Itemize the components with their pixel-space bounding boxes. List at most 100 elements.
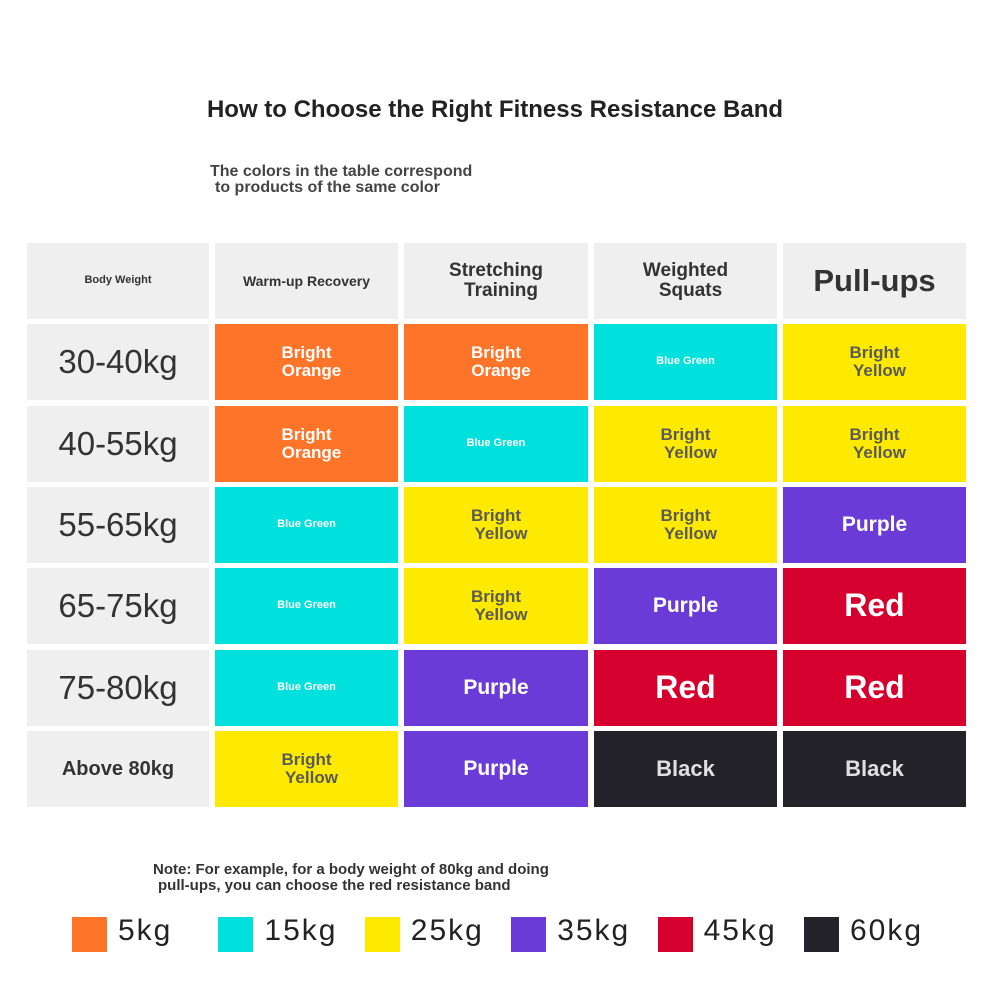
band-cell: Purple <box>783 487 966 563</box>
note-line: Note: For example, for a body weight of … <box>153 861 549 878</box>
band-text: Yellow <box>474 524 528 543</box>
header-cell: Weighted Squats <box>594 243 777 319</box>
band-text: Orange <box>281 361 342 380</box>
band-cell: Blue Green <box>215 650 398 726</box>
weight-cell: 75-80kg <box>27 650 209 726</box>
header-text: Squats <box>658 280 723 301</box>
band-text: Bright <box>281 343 332 363</box>
header-cell: Body Weight <box>27 243 209 319</box>
band-cell: Bright Yellow <box>594 487 777 563</box>
title: How to Choose the Right Fitness Resistan… <box>206 96 784 123</box>
band-cell: Blue Green <box>215 568 398 644</box>
legend-swatch <box>72 917 107 952</box>
weight-text: Above 80kg <box>61 757 175 780</box>
weight-cell: 40-55kg <box>27 406 209 482</box>
band-text: Bright <box>281 425 332 445</box>
header-cell: Pull-ups <box>783 243 966 319</box>
band-cell: Bright Yellow <box>783 324 966 400</box>
header-text: Weighted <box>642 260 729 282</box>
band-text: Purple <box>463 756 529 780</box>
legend-label: 35kg <box>557 914 631 947</box>
band-text: Yellow <box>285 768 338 787</box>
band-text: Orange <box>471 361 531 380</box>
band-text: Red <box>655 669 716 706</box>
weight-text: 55-65kg <box>58 505 178 543</box>
band-cell: Bright Orange <box>404 324 588 400</box>
band-cell: Black <box>783 731 966 807</box>
header-text: Pull-ups <box>813 262 936 298</box>
band-text: Yellow <box>853 443 906 462</box>
band-cell: Purple <box>404 731 588 807</box>
band-text: Purple <box>652 593 719 617</box>
legend-label: 15kg <box>264 914 338 947</box>
legend-label: 5kg <box>118 914 173 947</box>
legend-label: 45kg <box>703 914 777 947</box>
band-text: Bright <box>849 343 900 363</box>
subtitle-line: The colors in the table correspond <box>210 163 473 180</box>
weight-text: 30-40kg <box>58 342 178 380</box>
legend-label: 25kg <box>410 914 484 947</box>
band-cell: Black <box>594 731 777 807</box>
band-text: Yellow <box>474 605 528 624</box>
band-cell: Red <box>594 650 777 726</box>
band-cell: Bright Yellow <box>215 731 398 807</box>
legend-swatch <box>218 917 254 952</box>
band-text: Orange <box>281 443 342 462</box>
band-text: Purple <box>841 512 908 536</box>
note: Note: For example, for a body weight of … <box>153 862 549 894</box>
band-cell: Blue Green <box>404 406 588 482</box>
band-cell: Blue Green <box>594 324 777 400</box>
header-text: Body Weight <box>84 274 152 287</box>
band-cell: Bright Yellow <box>404 568 588 644</box>
band-text: Bright <box>849 425 900 445</box>
band-text: Bright <box>470 343 522 363</box>
header-cell: Stretching Training <box>404 243 588 319</box>
header-text: Training <box>464 280 538 301</box>
band-cell: Purple <box>404 650 588 726</box>
band-text: Black <box>845 756 904 782</box>
band-text: Red <box>844 587 905 624</box>
band-cell: Bright Yellow <box>594 406 777 482</box>
weight-text: 65-75kg <box>58 586 178 624</box>
header-text: Warm-up Recovery <box>242 272 371 289</box>
note-line: pull-ups, you can choose the red resista… <box>158 877 511 894</box>
band-text: Yellow <box>664 443 717 462</box>
band-text: Bright <box>281 750 332 770</box>
weight-text: 75-80kg <box>58 668 178 706</box>
band-text: Blue Green <box>277 599 336 612</box>
band-cell: Blue Green <box>215 487 398 563</box>
weight-text: 40-55kg <box>58 424 178 462</box>
subtitle-line: to products of the same color <box>215 179 440 196</box>
header-text: Stretching <box>449 260 543 282</box>
band-cell: Bright Orange <box>215 406 398 482</box>
weight-cell: Above 80kg <box>27 731 209 807</box>
header-cell: Warm-up Recovery <box>215 243 398 319</box>
weight-cell: 30-40kg <box>27 324 209 400</box>
band-cell: Bright Yellow <box>783 406 966 482</box>
band-cell: Bright Yellow <box>404 487 588 563</box>
band-text: Black <box>656 756 715 782</box>
band-cell: Red <box>783 650 966 726</box>
band-text: Bright <box>660 425 711 445</box>
band-cell: Red <box>783 568 966 644</box>
band-text: Yellow <box>664 524 717 543</box>
band-text: Blue Green <box>466 437 526 450</box>
legend-swatch <box>511 917 547 952</box>
subtitle: The colors in the table correspond to pr… <box>210 164 472 196</box>
band-cell: Purple <box>594 568 777 644</box>
weight-cell: 65-75kg <box>27 568 209 644</box>
band-text: Bright <box>470 506 522 526</box>
band-text: Purple <box>463 675 529 699</box>
band-text: Bright <box>660 506 711 526</box>
band-text: Red <box>844 669 905 706</box>
band-text: Yellow <box>853 361 906 380</box>
weight-cell: 55-65kg <box>27 487 209 563</box>
legend-label: 60kg <box>850 914 924 947</box>
band-cell: Bright Orange <box>215 324 398 400</box>
legend-swatch <box>364 917 400 952</box>
legend-swatch <box>804 917 839 952</box>
band-text: Blue Green <box>277 518 336 531</box>
band-text: Blue Green <box>656 355 715 368</box>
legend-swatch <box>657 917 693 952</box>
